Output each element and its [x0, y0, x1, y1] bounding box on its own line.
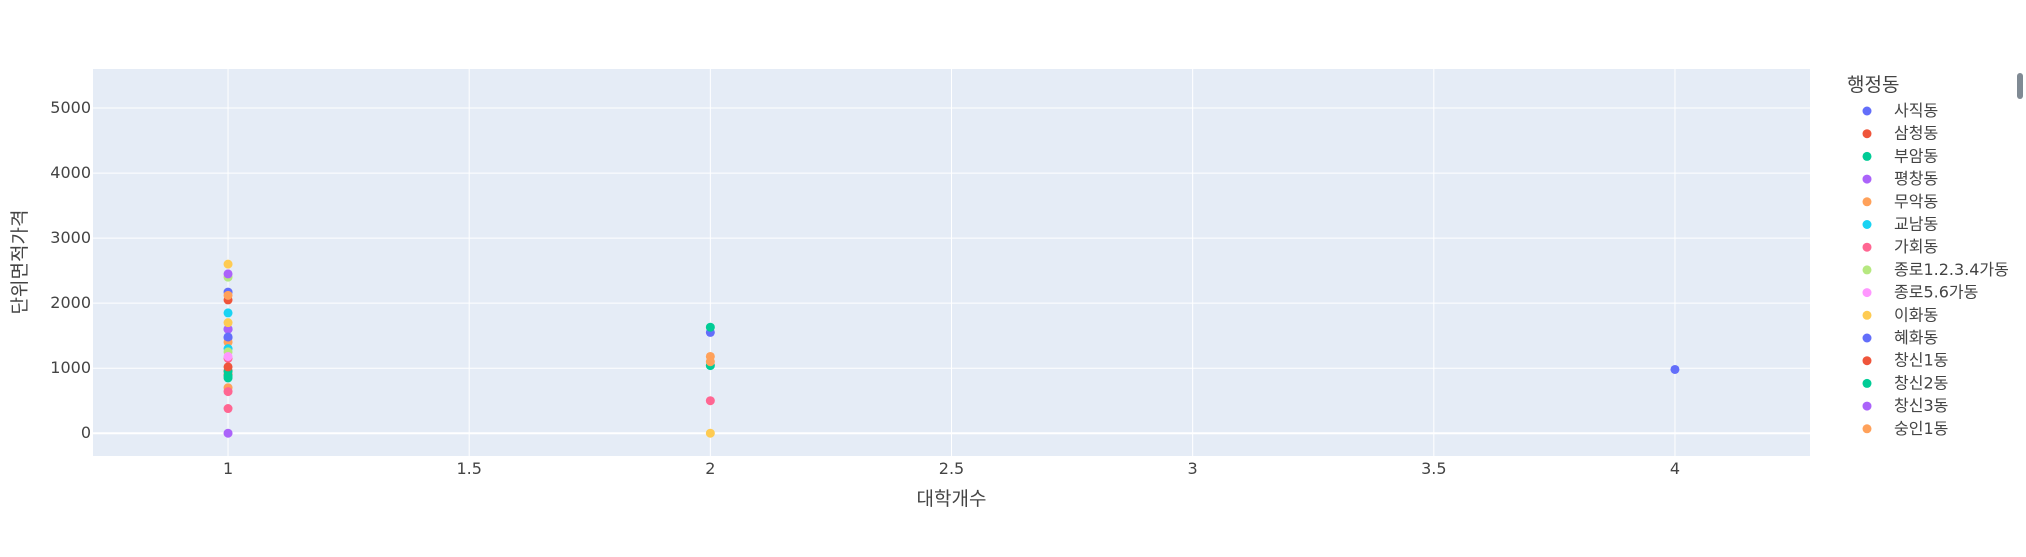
y-tick-labels: 0 1000 2000 3000 4000 5000	[50, 98, 91, 442]
grid-lines	[93, 69, 1810, 456]
legend-label: 종로1.2.3.4가동	[1894, 260, 2009, 279]
legend-marker	[1862, 424, 1872, 434]
x-tick-label: 1	[223, 459, 233, 478]
data-point[interactable]	[223, 269, 233, 279]
x-tick-labels: 1 1.5 2 2.5 3 3.5 4	[223, 459, 1680, 478]
legend-item[interactable]: 부암동	[1862, 146, 1939, 165]
data-point[interactable]	[705, 357, 715, 367]
y-tick-label: 4000	[50, 163, 91, 182]
legend-item[interactable]: 평창동	[1862, 169, 1939, 188]
data-point[interactable]	[223, 332, 233, 342]
legend-label: 부암동	[1894, 146, 1938, 165]
data-point[interactable]	[705, 428, 715, 438]
y-axis-title: 단위면적가격	[9, 210, 31, 315]
legend-label: 창신2동	[1894, 373, 1948, 392]
x-tick-label: 2	[705, 459, 715, 478]
legend-marker	[1862, 265, 1872, 275]
data-point[interactable]	[223, 387, 233, 397]
y-tick-label: 1000	[50, 358, 91, 377]
legend-label: 사직동	[1894, 101, 1938, 120]
legend-item[interactable]: 창신1동	[1862, 351, 1949, 370]
data-point[interactable]	[223, 318, 233, 328]
data-point[interactable]	[223, 259, 233, 269]
legend-item[interactable]: 숭인1동	[1862, 419, 1949, 438]
legend-marker	[1862, 310, 1872, 320]
legend-items[interactable]: 사직동삼청동부암동평창동무악동교남동가회동종로1.2.3.4가동종로5.6가동이…	[1862, 101, 2009, 438]
legend[interactable]: 행정동 사직동삼청동부암동평창동무악동교남동가회동종로1.2.3.4가동종로5.…	[1847, 74, 2009, 438]
legend-label: 창신3동	[1894, 396, 1948, 415]
legend-item[interactable]: 창신2동	[1862, 373, 1949, 392]
legend-label: 종로5.6가동	[1894, 283, 1978, 302]
legend-item[interactable]: 창신3동	[1862, 396, 1949, 415]
legend-item[interactable]: 사직동	[1862, 101, 1939, 120]
legend-item[interactable]: 종로5.6가동	[1862, 283, 1979, 302]
legend-scrollbar[interactable]	[2017, 73, 2023, 99]
legend-label: 삼청동	[1894, 124, 1938, 143]
y-tick-label: 0	[81, 423, 91, 442]
data-point[interactable]	[223, 308, 233, 318]
legend-item[interactable]: 무악동	[1862, 192, 1939, 211]
x-tick-label: 1.5	[456, 459, 481, 478]
legend-marker	[1862, 220, 1872, 229]
legend-marker	[1862, 378, 1872, 388]
legend-label: 혜화동	[1894, 328, 1938, 347]
data-point[interactable]	[223, 290, 233, 300]
legend-label: 무악동	[1894, 192, 1938, 211]
legend-item[interactable]: 교남동	[1862, 215, 1939, 234]
data-point[interactable]	[223, 351, 233, 361]
legend-item[interactable]: 삼청동	[1862, 124, 1939, 143]
y-tick-label: 2000	[50, 293, 91, 312]
legend-marker	[1862, 356, 1872, 366]
legend-label: 가회동	[1894, 237, 1938, 256]
data-point[interactable]	[223, 404, 233, 414]
x-axis-title: 대학개수	[917, 488, 987, 510]
legend-marker	[1862, 401, 1872, 411]
legend-marker	[1862, 129, 1872, 139]
data-points[interactable]	[223, 259, 1680, 438]
legend-label: 평창동	[1894, 169, 1938, 188]
legend-marker	[1862, 288, 1872, 298]
y-tick-label: 3000	[50, 228, 91, 247]
legend-marker	[1862, 151, 1872, 161]
x-tick-label: 3	[1188, 459, 1198, 478]
data-point[interactable]	[223, 324, 233, 334]
legend-marker	[1862, 197, 1872, 207]
legend-label: 숭인1동	[1894, 419, 1948, 438]
legend-title: 행정동	[1847, 74, 1899, 96]
x-tick-label: 4	[1670, 459, 1680, 478]
legend-label: 이화동	[1894, 305, 1938, 324]
data-point[interactable]	[223, 428, 233, 438]
legend-marker	[1862, 106, 1872, 116]
legend-marker	[1862, 333, 1872, 343]
data-point[interactable]	[223, 362, 233, 372]
legend-label: 교남동	[1894, 215, 1938, 234]
legend-item[interactable]: 종로1.2.3.4가동	[1862, 260, 2009, 279]
legend-item[interactable]: 가회동	[1862, 237, 1939, 256]
data-point[interactable]	[705, 322, 715, 332]
legend-item[interactable]: 혜화동	[1862, 328, 1939, 347]
x-tick-label: 2.5	[939, 459, 964, 478]
y-tick-label: 5000	[50, 98, 91, 117]
legend-marker	[1862, 242, 1872, 252]
data-point[interactable]	[223, 371, 233, 381]
legend-marker	[1862, 174, 1872, 184]
legend-label: 창신1동	[1894, 351, 1948, 370]
legend-item[interactable]: 이화동	[1862, 305, 1939, 324]
data-point[interactable]	[705, 396, 715, 406]
x-tick-label: 3.5	[1421, 459, 1446, 478]
data-point[interactable]	[1670, 364, 1680, 374]
